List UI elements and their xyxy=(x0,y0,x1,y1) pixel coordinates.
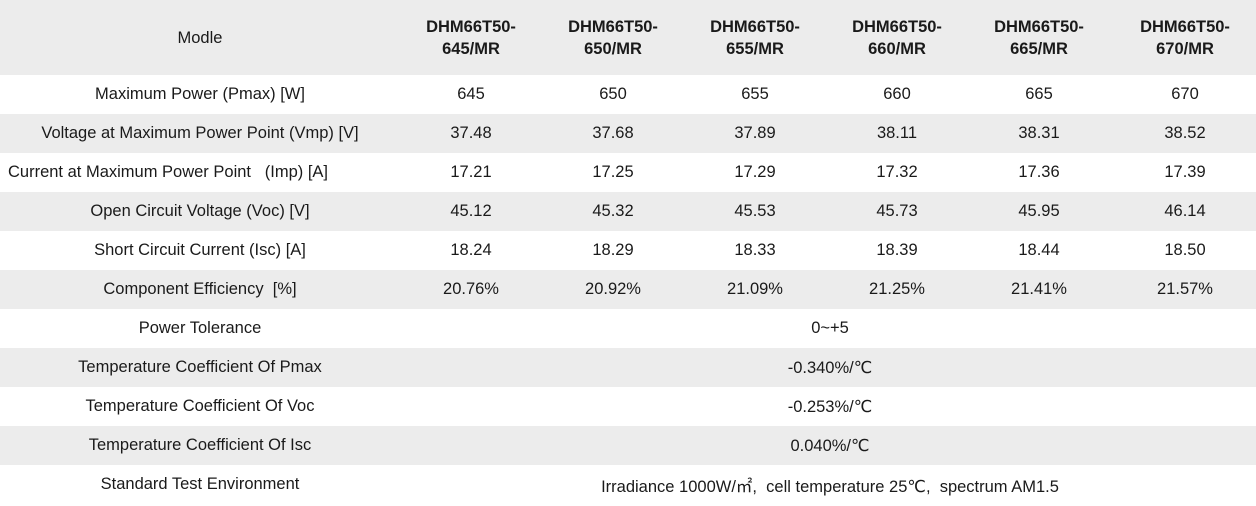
table-cell: 18.44 xyxy=(1018,241,1060,259)
table-cell: 46.14 xyxy=(1110,192,1256,231)
table-row: Power Tolerance 0~+5 xyxy=(0,309,1256,348)
row-label: Component Efficiency [%] xyxy=(0,270,400,309)
table-cell: 17.36 xyxy=(1018,163,1060,181)
table-cell: 17.25 xyxy=(592,163,634,181)
table-cell: 17.32 xyxy=(876,163,918,181)
table-cell: 45.32 xyxy=(542,192,684,231)
table-row: Temperature Coefficient Of Voc -0.253%/℃ xyxy=(0,387,1256,426)
merged-value-cell: Irradiance 1000W/㎡, cell temperature 25℃… xyxy=(601,477,1059,496)
table-cell: 660 xyxy=(883,85,911,103)
table-cell: 21.09% xyxy=(684,270,826,309)
model-name-line2: 655/MR xyxy=(726,39,784,58)
row-label: Current at Maximum Power Point (Imp) [A] xyxy=(8,163,329,181)
model-column-header: DHM66T50- 645/MR xyxy=(400,0,542,75)
table-cell: 655 xyxy=(741,85,769,103)
merged-value-cell: -0.253%/℃ xyxy=(787,397,873,416)
row-label: Short Circuit Current (Isc) [A] xyxy=(94,241,306,259)
row-label: Temperature Coefficient Of Voc xyxy=(85,397,315,415)
table-cell: 650 xyxy=(599,85,627,103)
table-cell: 20.92% xyxy=(542,270,684,309)
table-row: Current at Maximum Power Point (Imp) [A]… xyxy=(0,153,1256,192)
merged-value-cell: 0.040%/℃ xyxy=(400,426,1256,465)
table-cell: 670 xyxy=(1171,85,1199,103)
table-cell: 21.41% xyxy=(968,270,1110,309)
table-row: Voltage at Maximum Power Point (Vmp) [V]… xyxy=(0,114,1256,153)
table-cell: 20.76% xyxy=(400,270,542,309)
table-cell: 18.50 xyxy=(1164,241,1206,259)
model-name-line2: 650/MR xyxy=(584,39,642,58)
table-row: Temperature Coefficient Of Pmax -0.340%/… xyxy=(0,348,1256,387)
model-name-line2: 665/MR xyxy=(1010,39,1068,58)
table-cell: 645 xyxy=(457,85,485,103)
table-cell: 18.24 xyxy=(450,241,492,259)
model-name-line1: DHM66T50- xyxy=(994,17,1084,36)
table-cell: 665 xyxy=(1025,85,1053,103)
table-row: Open Circuit Voltage (Voc) [V] 45.12 45.… xyxy=(0,192,1256,231)
table-cell: 17.21 xyxy=(450,163,492,181)
row-label: Open Circuit Voltage (Voc) [V] xyxy=(0,192,400,231)
header-row: Modle DHM66T50- 645/MR DHM66T50- 650/MR DH… xyxy=(0,0,1256,75)
table-cell: 37.48 xyxy=(400,114,542,153)
table-cell: 37.68 xyxy=(542,114,684,153)
model-name-line2: 645/MR xyxy=(442,39,500,58)
row-label: Temperature Coefficient Of Isc xyxy=(0,426,400,465)
table-cell: 38.31 xyxy=(968,114,1110,153)
table-cell: 21.57% xyxy=(1110,270,1256,309)
table-cell: 38.11 xyxy=(826,114,968,153)
table-cell: 18.29 xyxy=(592,241,634,259)
model-name-line1: DHM66T50- xyxy=(852,17,942,36)
row-label: Power Tolerance xyxy=(138,319,262,337)
table-cell: 45.12 xyxy=(400,192,542,231)
table-cell: 18.33 xyxy=(734,241,776,259)
table-row: Component Efficiency [%] 20.76% 20.92% 2… xyxy=(0,270,1256,309)
table-cell: 45.73 xyxy=(826,192,968,231)
model-name-line1: DHM66T50- xyxy=(1140,17,1230,36)
table-row: Short Circuit Current (Isc) [A] 18.24 18… xyxy=(0,231,1256,270)
model-name-line1: DHM66T50- xyxy=(426,17,516,36)
row-label: Maximum Power (Pmax) [W] xyxy=(95,85,305,103)
table-cell: 21.25% xyxy=(826,270,968,309)
row-label: Voltage at Maximum Power Point (Vmp) [V] xyxy=(0,114,400,153)
merged-value-cell: 0~+5 xyxy=(811,319,849,337)
model-name-line2: 670/MR xyxy=(1156,39,1214,58)
table-cell: 18.39 xyxy=(876,241,918,259)
table-cell: 45.95 xyxy=(968,192,1110,231)
table-cell: 45.53 xyxy=(684,192,826,231)
merged-value-cell: -0.340%/℃ xyxy=(400,348,1256,387)
model-name-line1: DHM66T50- xyxy=(710,17,800,36)
model-name-line1: DHM66T50- xyxy=(568,17,658,36)
table-row: Maximum Power (Pmax) [W] 645 650 655 660… xyxy=(0,75,1256,114)
table-cell: 37.89 xyxy=(684,114,826,153)
table-row: Standard Test Environment Irradiance 100… xyxy=(0,465,1256,504)
model-column-header: DHM66T50- 660/MR xyxy=(826,0,968,75)
table-cell: 17.29 xyxy=(734,163,776,181)
model-name-line2: 660/MR xyxy=(868,39,926,58)
row-label: Temperature Coefficient Of Pmax xyxy=(0,348,400,387)
model-column-header: DHM66T50- 655/MR xyxy=(684,0,826,75)
table-cell: 17.39 xyxy=(1164,163,1206,181)
model-column-header: DHM66T50- 650/MR xyxy=(542,0,684,75)
model-column-header: DHM66T50- 670/MR xyxy=(1110,0,1256,75)
header-label: Modle xyxy=(177,28,223,47)
row-label: Standard Test Environment xyxy=(100,475,300,493)
table-cell: 38.52 xyxy=(1110,114,1256,153)
table-row: Temperature Coefficient Of Isc 0.040%/℃ xyxy=(0,426,1256,465)
model-column-header: DHM66T50- 665/MR xyxy=(968,0,1110,75)
